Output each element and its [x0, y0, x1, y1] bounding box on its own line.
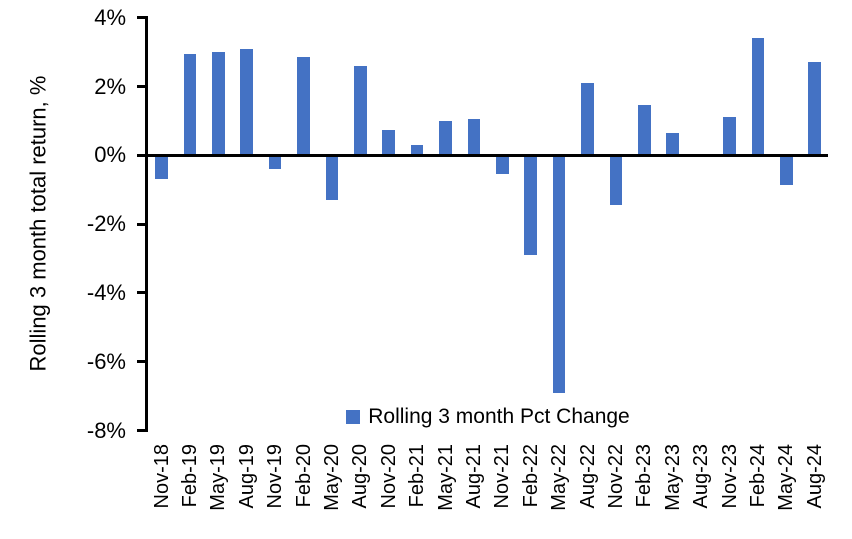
- bar-May-20: [325, 155, 339, 201]
- x-tick-label: May-23: [661, 444, 684, 511]
- x-tick-label: Feb-21: [406, 444, 429, 508]
- bar-Feb-24: [751, 38, 765, 156]
- x-tick-label: Nov-21: [491, 444, 514, 509]
- y-tick-label: 0%: [94, 142, 126, 168]
- bar-Nov-22: [609, 155, 623, 206]
- x-tick-label: Feb-20: [292, 444, 315, 508]
- bar-Nov-20: [382, 129, 395, 156]
- x-tick-label: May-20: [320, 444, 343, 511]
- bar-Feb-22: [524, 155, 537, 256]
- bar-Aug-20: [354, 65, 367, 156]
- y-tick-label: -8%: [86, 417, 126, 443]
- x-tick-label: May-19: [207, 444, 230, 511]
- x-tick-label: Aug-20: [349, 444, 372, 509]
- bar-Aug-19: [240, 48, 253, 156]
- x-tick-label: Feb-24: [746, 444, 769, 508]
- y-tick-label: 2%: [94, 73, 126, 99]
- bar-May-21: [439, 120, 452, 156]
- bar-Feb-19: [183, 53, 197, 156]
- bar-Nov-23: [723, 117, 736, 156]
- y-tick-label: -2%: [86, 211, 126, 237]
- legend-label: Rolling 3 month Pct Change: [368, 405, 630, 428]
- y-tick-mark: [137, 16, 147, 20]
- x-tick-label: Nov-19: [264, 444, 287, 509]
- zero-baseline: [137, 153, 828, 157]
- bar-Feb-21: [410, 144, 424, 156]
- x-tick-label: May-24: [775, 444, 798, 511]
- x-tick-label: Feb-23: [633, 444, 656, 508]
- y-tick-mark: [137, 291, 147, 295]
- y-tick-mark: [137, 360, 147, 364]
- legend-swatch: [346, 410, 361, 424]
- bar-May-22: [552, 155, 566, 393]
- x-tick-label: Nov-20: [377, 444, 400, 509]
- bar-Aug-24: [808, 62, 821, 156]
- x-tick-label: Aug-24: [803, 444, 826, 509]
- x-tick-label: May-22: [548, 444, 571, 511]
- x-tick-label: Nov-18: [150, 444, 173, 509]
- y-tick-mark: [137, 85, 147, 88]
- x-tick-label: May-21: [434, 444, 457, 511]
- y-tick-label: -4%: [86, 279, 126, 305]
- y-tick-label: -6%: [86, 348, 126, 374]
- x-tick-label: Aug-22: [576, 444, 599, 509]
- bar-Feb-23: [638, 105, 651, 156]
- bar-Nov-21: [496, 155, 509, 175]
- bar-Aug-21: [467, 119, 481, 156]
- legend: Rolling 3 month Pct Change: [148, 402, 828, 432]
- bar-Feb-20: [297, 57, 310, 156]
- bar-May-19: [212, 52, 225, 156]
- x-tick-label: Aug-23: [690, 444, 713, 509]
- x-tick-label: Aug-19: [235, 444, 258, 509]
- bar-May-24: [780, 155, 793, 185]
- x-tick-label: Feb-19: [178, 444, 201, 508]
- y-tick-mark: [137, 222, 147, 226]
- y-tick-mark: [137, 429, 147, 432]
- bar-Nov-19: [268, 155, 282, 170]
- x-tick-label: Nov-22: [604, 444, 627, 509]
- y-axis-title: Rolling 3 month total return, %: [25, 75, 51, 372]
- bar-Nov-18: [155, 155, 168, 180]
- bar-May-23: [666, 132, 679, 156]
- x-tick-label: Nov-23: [718, 444, 741, 509]
- x-tick-label: Feb-22: [519, 444, 542, 508]
- bar-Aug-22: [581, 83, 594, 156]
- y-tick-label: 4%: [94, 4, 126, 30]
- x-tick-label: Aug-21: [462, 444, 485, 509]
